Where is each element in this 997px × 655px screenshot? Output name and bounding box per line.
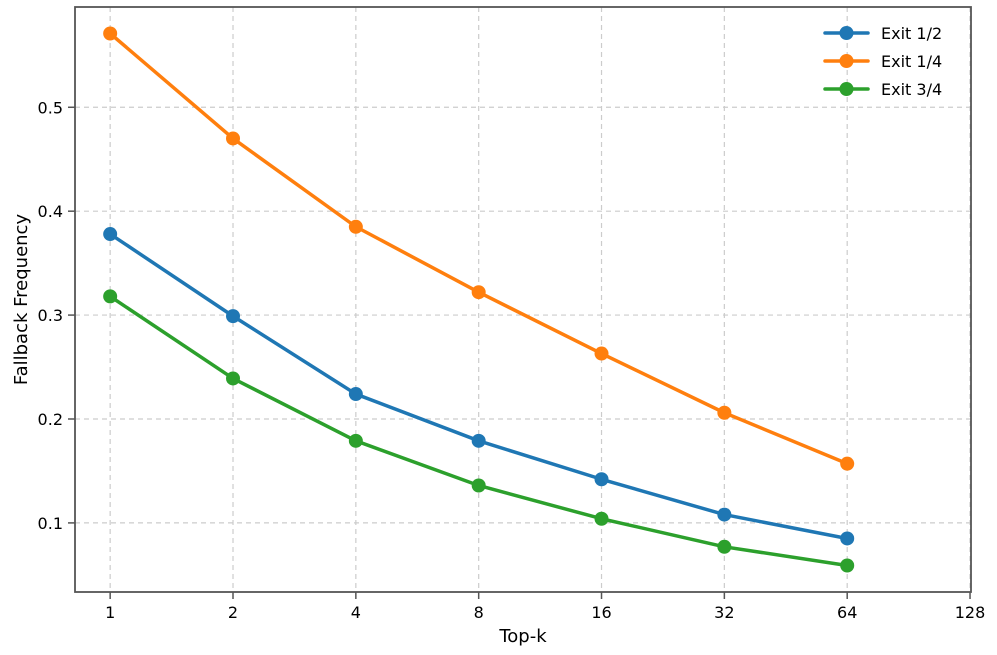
x-tick-label: 128 bbox=[955, 603, 986, 622]
data-point-marker bbox=[594, 346, 609, 361]
legend-swatch-marker bbox=[839, 82, 854, 96]
series-exit-3-4 bbox=[103, 289, 855, 573]
x-tick-label: 1 bbox=[105, 603, 115, 622]
legend-label: Exit 1/2 bbox=[881, 24, 942, 43]
data-point-marker bbox=[717, 539, 732, 554]
series-exit-1-2 bbox=[103, 227, 855, 546]
x-tick-label: 2 bbox=[228, 603, 238, 622]
data-point-marker bbox=[594, 472, 609, 487]
data-point-marker bbox=[226, 371, 241, 386]
y-tick-label: 0.5 bbox=[38, 98, 63, 117]
data-point-marker bbox=[840, 456, 855, 471]
x-axis-label: Top-k bbox=[498, 626, 547, 647]
data-point-marker bbox=[717, 507, 732, 522]
data-point-marker bbox=[103, 26, 118, 41]
legend-label: Exit 3/4 bbox=[881, 80, 942, 99]
y-tick-label: 0.2 bbox=[38, 410, 63, 429]
legend-swatch-marker bbox=[839, 54, 854, 68]
data-point-marker bbox=[840, 558, 855, 573]
data-point-marker bbox=[103, 289, 118, 304]
x-tick-label: 4 bbox=[351, 603, 361, 622]
y-axis-label: Fallback Frequency bbox=[11, 214, 32, 386]
data-point-marker bbox=[471, 433, 486, 448]
data-point-marker bbox=[348, 433, 363, 448]
legend-item: Exit 1/4 bbox=[823, 52, 942, 71]
data-point-marker bbox=[717, 405, 732, 420]
plot-border bbox=[74, 6, 972, 593]
data-point-marker bbox=[471, 478, 486, 493]
legend: Exit 1/2 Exit 1/4 Exit 3/4 bbox=[823, 24, 942, 99]
legend-item: Exit 3/4 bbox=[823, 80, 942, 99]
legend-swatch-marker bbox=[839, 26, 854, 40]
y-tick-label: 0.3 bbox=[38, 306, 63, 325]
data-point-marker bbox=[226, 309, 241, 324]
data-point-marker bbox=[226, 131, 241, 146]
legend-label: Exit 1/4 bbox=[881, 52, 942, 71]
plot-area bbox=[75, 7, 971, 592]
x-tick-label: 8 bbox=[474, 603, 484, 622]
data-point-marker bbox=[594, 511, 609, 526]
x-tick-label: 64 bbox=[837, 603, 857, 622]
data-point-marker bbox=[103, 227, 118, 242]
legend-item: Exit 1/2 bbox=[823, 24, 942, 43]
data-point-marker bbox=[840, 531, 855, 546]
series-exit-1-4 bbox=[103, 26, 855, 471]
data-point-marker bbox=[471, 285, 486, 300]
data-point-marker bbox=[348, 387, 363, 402]
data-point-marker bbox=[348, 219, 363, 234]
tick-marks bbox=[68, 106, 971, 599]
y-tick-label: 0.4 bbox=[38, 202, 63, 221]
x-tick-label: 32 bbox=[714, 603, 734, 622]
x-tick-label: 16 bbox=[591, 603, 611, 622]
y-tick-label: 0.1 bbox=[38, 514, 63, 533]
